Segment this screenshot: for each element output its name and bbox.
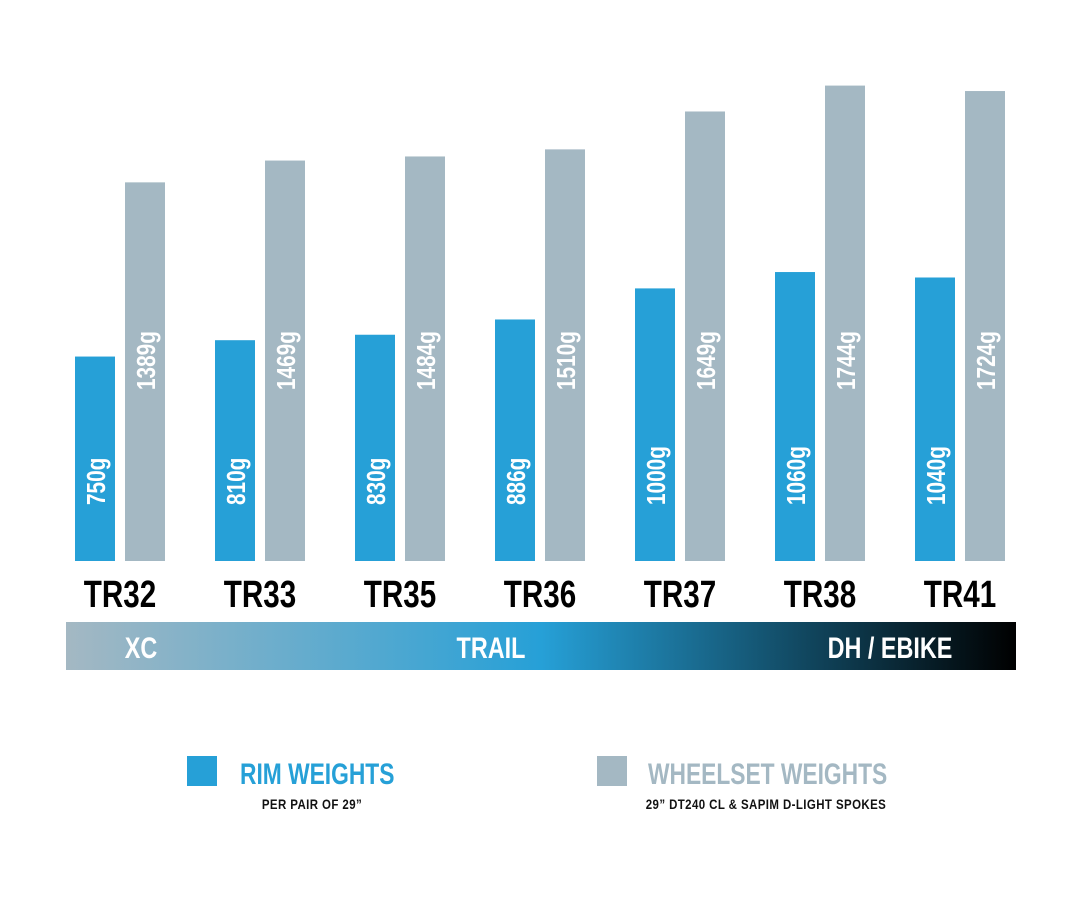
wheelset-bar-tr36	[545, 149, 585, 561]
category-label-tr41: TR41	[924, 574, 996, 616]
legend-subtitle-wheelset: 29” DT240 CL & SAPIM D-LIGHT SPOKES	[646, 796, 887, 812]
legend-swatch-rim	[187, 756, 217, 786]
legend-title-rim: RIM WEIGHTS	[240, 757, 394, 791]
wheelset-bar-tr33	[265, 160, 305, 561]
rim-value-label-tr35: 830g	[362, 458, 391, 505]
legend: RIM WEIGHTS PER PAIR OF 29” WHEELSET WEI…	[187, 756, 887, 812]
category-label-tr37: TR37	[644, 574, 716, 616]
wheelset-value-label-tr41: 1724g	[972, 331, 1001, 390]
wheelset-bar-tr32	[125, 182, 165, 562]
wheelset-bar-tr37	[685, 111, 725, 561]
rim-value-label-tr36: 886g	[502, 458, 531, 505]
wheelset-value-label-tr35: 1484g	[412, 331, 441, 390]
category-labels: TR32 TR33 TR35 TR36 TR37 TR38 TR41	[84, 574, 996, 616]
rim-value-label-tr41: 1040g	[922, 446, 951, 505]
rim-bar-tr37	[635, 288, 675, 561]
wheelset-bar-tr41	[965, 91, 1005, 561]
scale-label-trail: TRAIL	[457, 631, 526, 664]
category-label-tr36: TR36	[504, 574, 576, 616]
category-label-tr38: TR38	[784, 574, 856, 616]
rim-bar-tr32	[75, 356, 115, 561]
legend-subtitle-rim: PER PAIR OF 29”	[262, 796, 362, 812]
wheelset-value-label-tr32: 1389g	[132, 331, 161, 390]
rim-value-label-tr37: 1000g	[642, 446, 671, 505]
rim-value-label-tr38: 1060g	[782, 446, 811, 505]
scale-gradient-bar	[66, 622, 1016, 670]
legend-title-wheelset: WHEELSET WEIGHTS	[648, 757, 887, 791]
wheelset-value-label-tr38: 1744g	[832, 331, 861, 390]
category-label-tr32: TR32	[84, 574, 156, 616]
wheelset-bar-tr35	[405, 156, 445, 561]
wheelset-value-label-tr33: 1469g	[272, 331, 301, 390]
wheelset-value-label-tr37: 1649g	[692, 331, 721, 390]
rim-bar-tr41	[915, 277, 955, 561]
bars: 750g 1389g 810g 1469g 830g 1484g 886g 1510g 1000…	[75, 85, 1005, 562]
rim-value-label-tr32: 750g	[82, 458, 111, 505]
scale-label-dh-ebike: DH / EBIKE	[828, 631, 953, 664]
rim-bar-tr36	[495, 319, 535, 561]
rim-value-label-tr33: 810g	[222, 458, 251, 505]
rim-bar-tr33	[215, 340, 255, 561]
discipline-scale-bar: XC TRAIL DH / EBIKE	[66, 622, 1016, 670]
wheelset-bar-tr38	[825, 85, 865, 561]
category-label-tr33: TR33	[224, 574, 296, 616]
rim-bar-tr38	[775, 272, 815, 561]
scale-label-xc: XC	[125, 631, 157, 664]
category-label-tr35: TR35	[364, 574, 436, 616]
legend-swatch-wheelset	[597, 756, 627, 786]
wheelset-value-label-tr36: 1510g	[552, 331, 581, 390]
rim-bar-tr35	[355, 334, 395, 561]
